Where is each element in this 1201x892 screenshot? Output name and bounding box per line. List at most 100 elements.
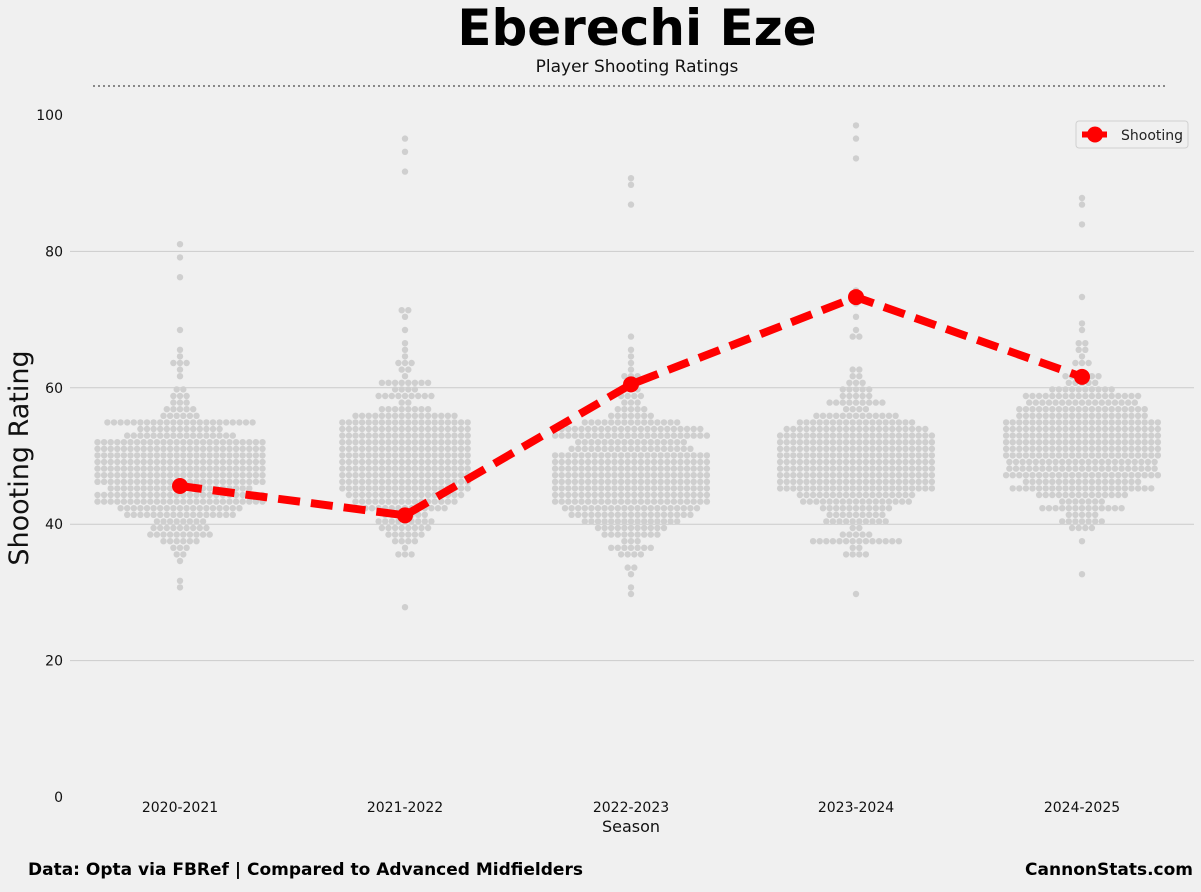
swarm-dot xyxy=(1075,485,1082,492)
swarm-dot xyxy=(809,538,817,545)
swarm-dot xyxy=(856,445,863,452)
swarm-dot xyxy=(839,511,846,518)
swarm-dot xyxy=(637,485,645,492)
swarm-dot xyxy=(372,425,379,433)
swarm-dot xyxy=(1088,439,1096,446)
swarm-dot xyxy=(1032,399,1040,406)
swarm-dot xyxy=(339,485,346,492)
swarm-dot xyxy=(885,505,893,512)
swarm-dot xyxy=(1128,412,1135,419)
swarm-dot xyxy=(783,452,790,459)
swarm-dot xyxy=(872,511,879,518)
swarm-dot xyxy=(444,412,452,419)
swarm-dot xyxy=(882,538,889,545)
swarm-dot xyxy=(1009,445,1016,452)
swarm-dot xyxy=(180,538,187,545)
swarm-dot xyxy=(180,452,187,459)
footer-source: Data: Opta via FBRef | Compared to Advan… xyxy=(28,860,583,880)
swarm-dot xyxy=(213,452,220,459)
swarm-dot xyxy=(1108,432,1115,439)
swarm-dot xyxy=(1062,412,1069,419)
swarm-dot xyxy=(627,201,635,208)
swarm-dot xyxy=(902,485,909,492)
swarm-dot xyxy=(1134,419,1142,426)
swarm-dot xyxy=(856,518,863,525)
swarm-dot xyxy=(631,478,638,485)
swarm-dot xyxy=(776,465,784,472)
swarm-dot xyxy=(1029,478,1036,485)
swarm-dot xyxy=(856,551,863,558)
swarm-dot xyxy=(627,590,635,598)
swarm-dot xyxy=(114,485,121,492)
swarm-dot xyxy=(405,366,412,373)
swarm-dot xyxy=(859,505,866,512)
swarm-dot xyxy=(1095,386,1102,393)
swarm-dot xyxy=(1002,419,1010,426)
swarm-dot xyxy=(339,465,346,472)
swarm-dot xyxy=(1065,465,1073,472)
swarm-dot xyxy=(849,458,856,466)
swarm-dot xyxy=(100,458,108,466)
swarm-dot xyxy=(869,491,876,499)
swarm-dot xyxy=(637,452,645,459)
swarm-dot xyxy=(345,478,353,485)
swarm-dot xyxy=(783,458,790,466)
swarm-dot xyxy=(849,478,856,485)
swarm-dot xyxy=(683,478,691,485)
swarm-dot xyxy=(1055,432,1063,439)
swarm-dot xyxy=(670,452,678,459)
swarm-dot xyxy=(823,472,830,479)
swarm-dot xyxy=(431,419,438,426)
swarm-dot xyxy=(644,478,651,485)
swarm-dot xyxy=(378,412,386,419)
swarm-dot xyxy=(1082,419,1089,426)
swarm-dot xyxy=(451,432,458,439)
swarm-dot xyxy=(889,472,896,479)
series-line xyxy=(179,292,1084,520)
swarm-dot xyxy=(398,307,405,314)
swarm-dot xyxy=(872,505,879,512)
swarm-dot xyxy=(1105,458,1112,466)
swarm-dot xyxy=(617,432,625,439)
swarm-dot xyxy=(209,425,217,433)
swarm-dot xyxy=(1055,491,1063,499)
swarm-dot xyxy=(358,419,366,426)
swarm-dot xyxy=(196,505,203,512)
swarm-dot xyxy=(852,386,860,393)
swarm-dot xyxy=(1121,432,1129,439)
swarm-dot xyxy=(385,491,392,499)
swarm-dot xyxy=(833,505,840,512)
swarm-dot xyxy=(1134,445,1142,452)
swarm-dot xyxy=(1101,478,1109,485)
swarm-dot xyxy=(634,538,641,545)
swarm-dot xyxy=(641,412,648,419)
swarm-dot xyxy=(1078,498,1086,505)
swarm-dot xyxy=(1082,491,1089,499)
swarm-dot xyxy=(428,392,435,400)
swarm-dot xyxy=(451,491,458,499)
swarm-dot xyxy=(232,498,240,505)
swarm-dot xyxy=(697,491,704,499)
swarm-dot xyxy=(816,425,823,433)
swarm-dot xyxy=(405,498,412,505)
swarm-dot xyxy=(120,445,128,452)
swarm-dot xyxy=(647,524,654,532)
swarm-dot xyxy=(594,518,602,525)
swarm-dot xyxy=(627,511,635,518)
swarm-dot xyxy=(683,452,691,459)
swarm-dot xyxy=(457,458,465,466)
swarm-dot xyxy=(1016,425,1023,433)
swarm-dot xyxy=(193,439,200,446)
swarm-dot xyxy=(578,485,585,492)
swarm-dot xyxy=(124,505,131,512)
swarm-dot xyxy=(1088,485,1096,492)
swarm-dot xyxy=(905,498,912,505)
swarm-dot xyxy=(1144,465,1152,472)
swarm-dot xyxy=(213,458,220,466)
swarm-dot xyxy=(614,511,621,518)
swarm-dot xyxy=(892,498,899,505)
legend-marker xyxy=(1087,126,1103,143)
swarm-dot xyxy=(631,472,638,479)
swarm-dot xyxy=(246,472,253,479)
swarm-dot xyxy=(1055,485,1063,492)
